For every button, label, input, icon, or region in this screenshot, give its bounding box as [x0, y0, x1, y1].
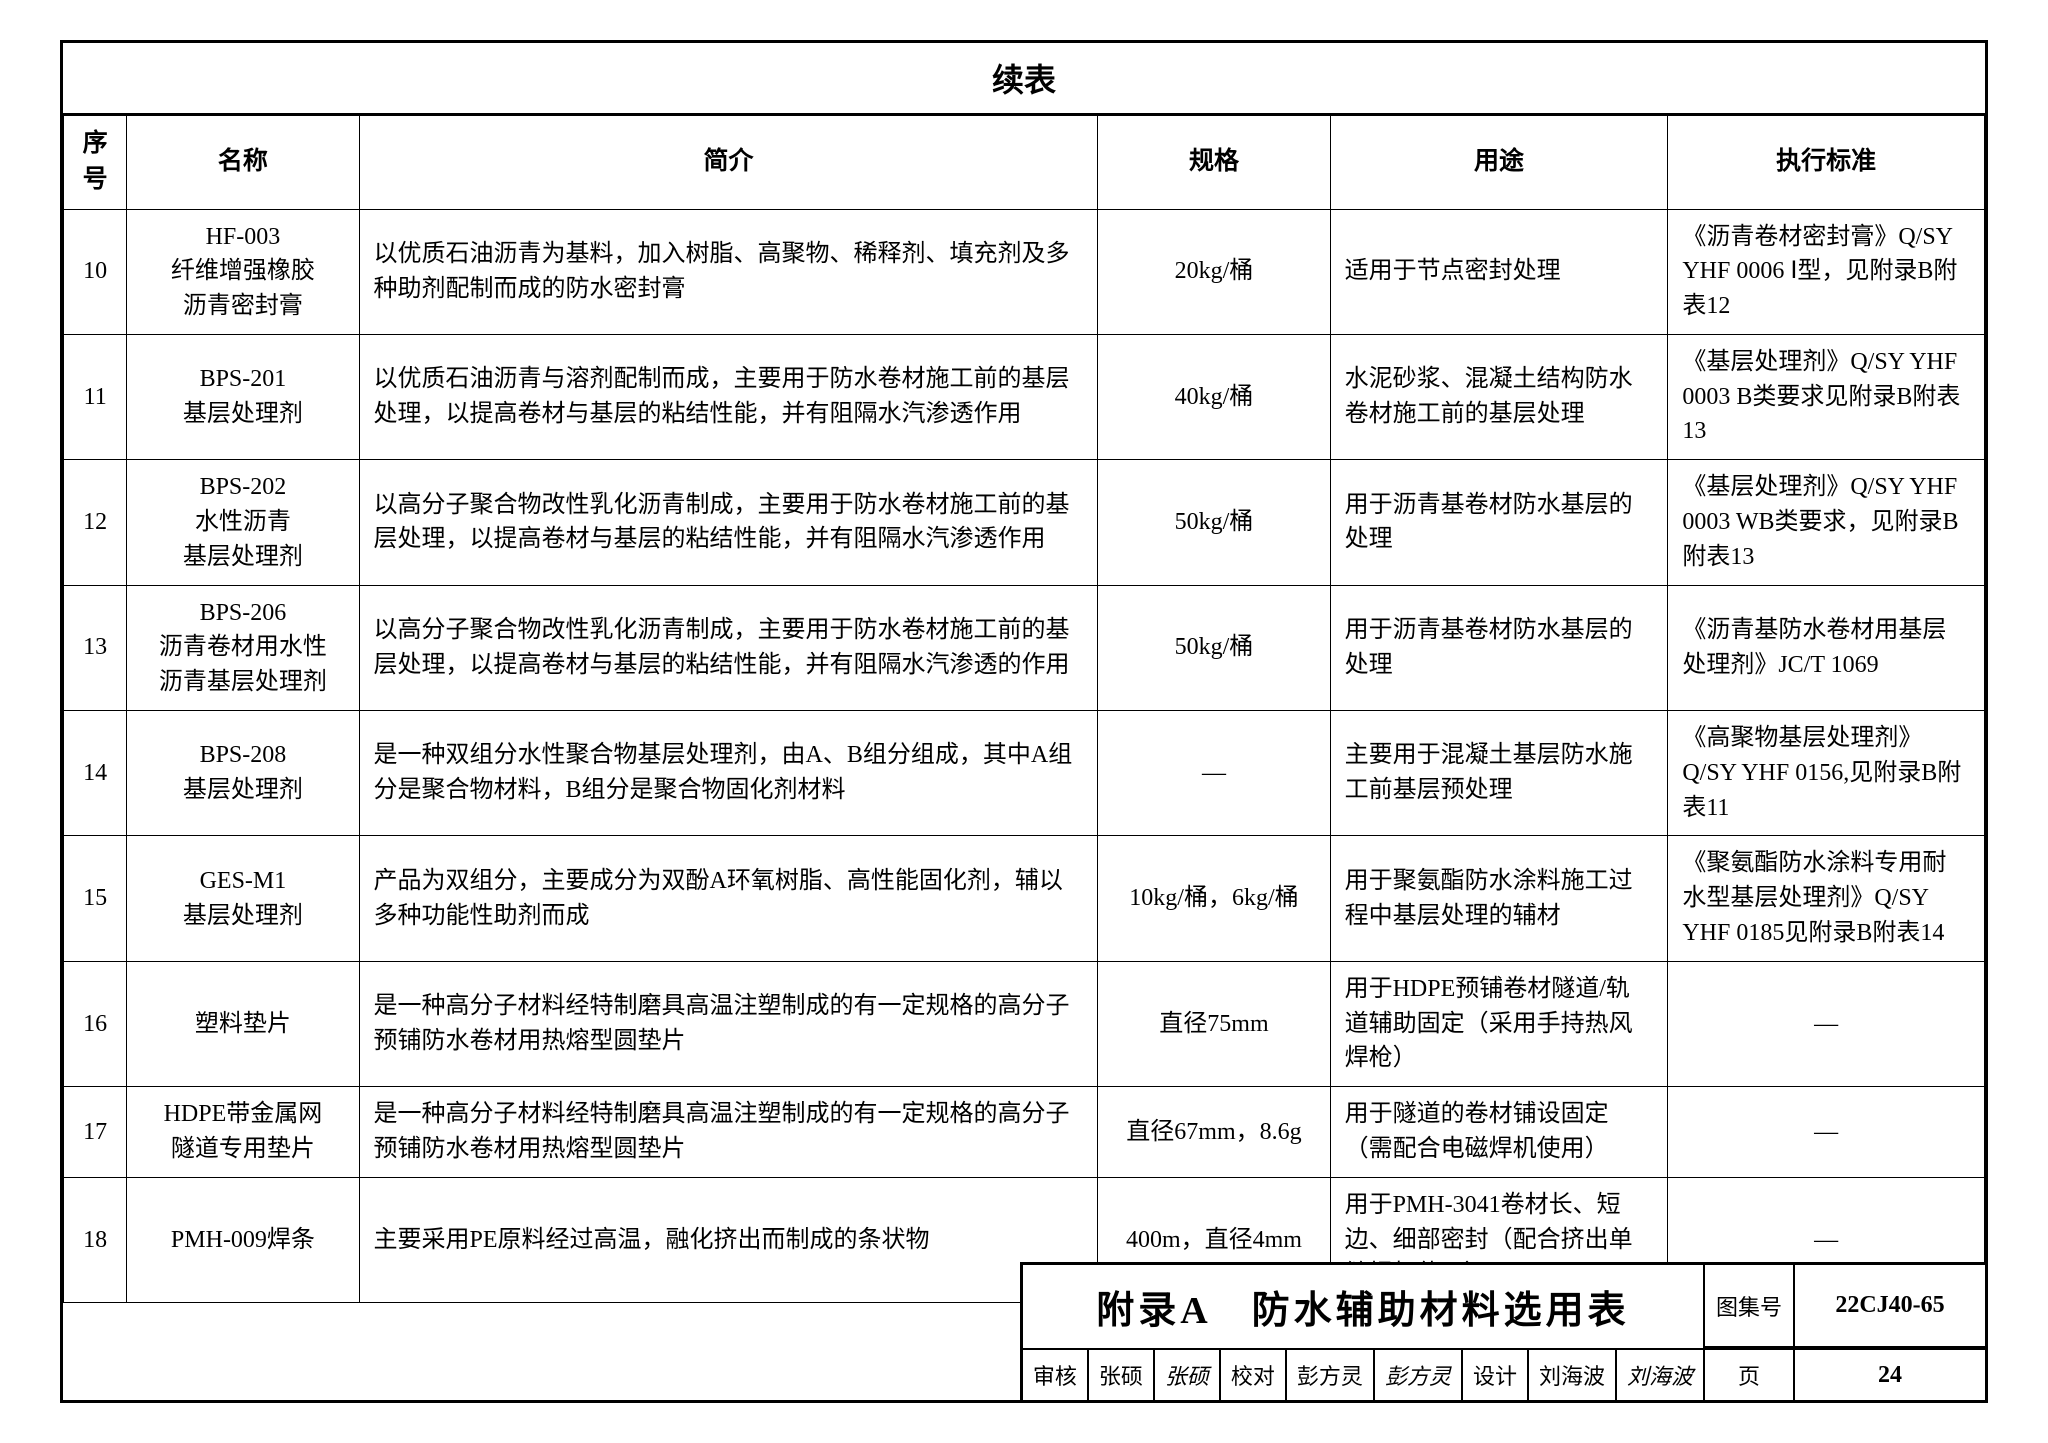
table-row: 13BPS-206 沥青卷材用水性 沥青基层处理剂以高分子聚合物改性乳化沥青制成… [64, 585, 1985, 710]
page-number: 24 [1795, 1350, 1985, 1400]
cell-spec: 20kg/桶 [1098, 209, 1330, 334]
signoff-sig-2: 刘海波 [1617, 1350, 1705, 1400]
cell-name: GES-M1 基层处理剂 [127, 836, 359, 961]
cell-use: 用于隧道的卷材铺设固定（需配合电磁焊机使用） [1330, 1087, 1668, 1178]
drawing-set-value: 22CJ40-65 [1795, 1265, 1985, 1346]
title-block: 附录A 防水辅助材料选用表 图集号 22CJ40-65 审核 张硕 张硕 校对 … [1020, 1262, 1988, 1403]
cell-use: 用于沥青基卷材防水基层的处理 [1330, 585, 1668, 710]
cell-std: 《基层处理剂》Q/SY YHF 0003 B类要求见附录B附表13 [1668, 334, 1985, 459]
cell-seq: 18 [64, 1177, 127, 1302]
cell-intro: 产品为双组分，主要成分为双酚A环氧树脂、高性能固化剂，辅以多种功能性助剂而成 [359, 836, 1098, 961]
cell-spec: 10kg/桶，6kg/桶 [1098, 836, 1330, 961]
cell-spec: 直径75mm [1098, 961, 1330, 1086]
cell-use: 用于HDPE预铺卷材隧道/轨道辅助固定（采用手持热风焊枪） [1330, 961, 1668, 1086]
table-row: 10HF-003 纤维增强橡胶 沥青密封膏以优质石油沥青为基料，加入树脂、高聚物… [64, 209, 1985, 334]
cell-std: 《沥青卷材密封膏》Q/SY YHF 0006 Ⅰ型，见附录B附表12 [1668, 209, 1985, 334]
cell-seq: 10 [64, 209, 127, 334]
cell-seq: 13 [64, 585, 127, 710]
cell-name: PMH-009焊条 [127, 1177, 359, 1302]
materials-table: 序号 名称 简介 规格 用途 执行标准 10HF-003 纤维增强橡胶 沥青密封… [63, 115, 1985, 1303]
cell-intro: 是一种高分子材料经特制磨具高温注塑制成的有一定规格的高分子预铺防水卷材用热熔型圆… [359, 961, 1098, 1086]
cell-seq: 15 [64, 836, 127, 961]
cell-spec: — [1098, 711, 1330, 836]
cell-std: — [1668, 961, 1985, 1086]
table-row: 11BPS-201 基层处理剂以优质石油沥青与溶剂配制而成，主要用于防水卷材施工… [64, 334, 1985, 459]
cell-intro: 以优质石油沥青与溶剂配制而成，主要用于防水卷材施工前的基层处理，以提高卷材与基层… [359, 334, 1098, 459]
signoff-role-1: 校对 [1221, 1350, 1287, 1400]
cell-use: 用于聚氨酯防水涂料施工过程中基层处理的辅材 [1330, 836, 1668, 961]
cell-intro: 以优质石油沥青为基料，加入树脂、高聚物、稀释剂、填充剂及多种助剂配制而成的防水密… [359, 209, 1098, 334]
signoff-name-2: 刘海波 [1529, 1350, 1617, 1400]
appendix-title: 附录A 防水辅助材料选用表 [1023, 1265, 1705, 1350]
cell-spec: 直径67mm，8.6g [1098, 1087, 1330, 1178]
col-header-seq: 序号 [64, 116, 127, 210]
table-row: 12BPS-202 水性沥青 基层处理剂以高分子聚合物改性乳化沥青制成，主要用于… [64, 460, 1985, 585]
table-row: 14BPS-208 基层处理剂是一种双组分水性聚合物基层处理剂，由A、B组分组成… [64, 711, 1985, 836]
cell-use: 适用于节点密封处理 [1330, 209, 1668, 334]
signoff-name-1: 彭方灵 [1287, 1350, 1375, 1400]
col-header-name: 名称 [127, 116, 359, 210]
cell-spec: 50kg/桶 [1098, 585, 1330, 710]
col-header-spec: 规格 [1098, 116, 1330, 210]
signoff-row: 审核 张硕 张硕 校对 彭方灵 彭方灵 设计 刘海波 刘海波 页 24 [1023, 1350, 1985, 1400]
cell-intro: 是一种双组分水性聚合物基层处理剂，由A、B组分组成，其中A组分是聚合物材料，B组… [359, 711, 1098, 836]
table-row: 17HDPE带金属网 隧道专用垫片是一种高分子材料经特制磨具高温注塑制成的有一定… [64, 1087, 1985, 1178]
cell-name: BPS-202 水性沥青 基层处理剂 [127, 460, 359, 585]
cell-std: — [1668, 1087, 1985, 1178]
cell-name: 塑料垫片 [127, 961, 359, 1086]
table-row: 15GES-M1 基层处理剂产品为双组分，主要成分为双酚A环氧树脂、高性能固化剂… [64, 836, 1985, 961]
signoff-role-0: 审核 [1023, 1350, 1089, 1400]
cell-std: 《沥青基防水卷材用基层处理剂》JC/T 1069 [1668, 585, 1985, 710]
cell-spec: 50kg/桶 [1098, 460, 1330, 585]
cell-spec: 40kg/桶 [1098, 334, 1330, 459]
cell-intro: 是一种高分子材料经特制磨具高温注塑制成的有一定规格的高分子预铺防水卷材用热熔型圆… [359, 1087, 1098, 1178]
signoff-role-2: 设计 [1463, 1350, 1529, 1400]
col-header-intro: 简介 [359, 116, 1098, 210]
cell-seq: 12 [64, 460, 127, 585]
cell-intro: 以高分子聚合物改性乳化沥青制成，主要用于防水卷材施工前的基层处理，以提高卷材与基… [359, 460, 1098, 585]
cell-intro: 以高分子聚合物改性乳化沥青制成，主要用于防水卷材施工前的基层处理，以提高卷材与基… [359, 585, 1098, 710]
cell-seq: 17 [64, 1087, 127, 1178]
col-header-std: 执行标准 [1668, 116, 1985, 210]
cell-name: BPS-206 沥青卷材用水性 沥青基层处理剂 [127, 585, 359, 710]
appendix-prefix: 附录A [1096, 1279, 1211, 1334]
col-header-use: 用途 [1330, 116, 1668, 210]
cell-name: HF-003 纤维增强橡胶 沥青密封膏 [127, 209, 359, 334]
cell-use: 用于沥青基卷材防水基层的处理 [1330, 460, 1668, 585]
cell-intro: 主要采用PE原料经过高温，融化挤出而制成的条状物 [359, 1177, 1098, 1302]
cell-use: 水泥砂浆、混凝土结构防水卷材施工前的基层处理 [1330, 334, 1668, 459]
cell-std: 《聚氨酯防水涂料专用耐水型基层处理剂》Q/SY YHF 0185见附录B附表14 [1668, 836, 1985, 961]
cell-std: 《高聚物基层处理剂》Q/SY YHF 0156,见附录B附表11 [1668, 711, 1985, 836]
table-continuation-title: 续表 [63, 43, 1985, 115]
page-label: 页 [1705, 1350, 1795, 1400]
signoff-sig-0: 张硕 [1155, 1350, 1221, 1400]
cell-seq: 14 [64, 711, 127, 836]
cell-name: BPS-208 基层处理剂 [127, 711, 359, 836]
table-row: 16塑料垫片是一种高分子材料经特制磨具高温注塑制成的有一定规格的高分子预铺防水卷… [64, 961, 1985, 1086]
signoff-name-0: 张硕 [1089, 1350, 1155, 1400]
cell-seq: 16 [64, 961, 127, 1086]
drawing-set-label: 图集号 [1705, 1265, 1795, 1346]
cell-use: 主要用于混凝土基层防水施工前基层预处理 [1330, 711, 1668, 836]
cell-std: 《基层处理剂》Q/SY YHF 0003 WB类要求，见附录B附表13 [1668, 460, 1985, 585]
cell-seq: 11 [64, 334, 127, 459]
appendix-main-title: 防水辅助材料选用表 [1252, 1279, 1630, 1334]
cell-name: BPS-201 基层处理剂 [127, 334, 359, 459]
table-header-row: 序号 名称 简介 规格 用途 执行标准 [64, 116, 1985, 210]
signoff-sig-1: 彭方灵 [1375, 1350, 1463, 1400]
cell-name: HDPE带金属网 隧道专用垫片 [127, 1087, 359, 1178]
